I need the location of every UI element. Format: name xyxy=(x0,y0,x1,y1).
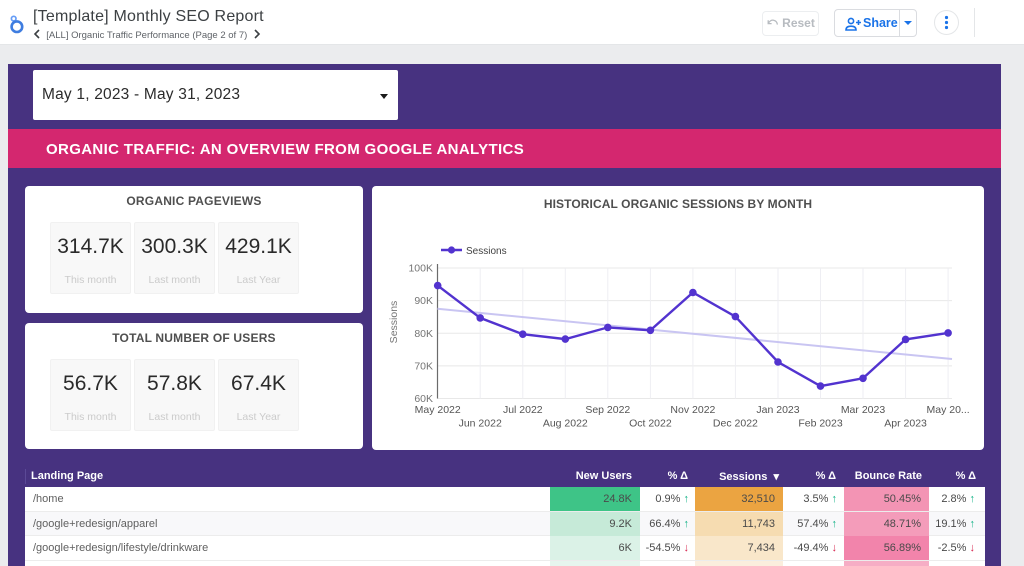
svg-text:Aug 2022: Aug 2022 xyxy=(543,418,588,430)
svg-text:Sep 2022: Sep 2022 xyxy=(585,404,630,416)
svg-text:100K: 100K xyxy=(408,263,433,275)
svg-text:Jul 2022: Jul 2022 xyxy=(503,404,543,416)
svg-text:Apr 2023: Apr 2023 xyxy=(884,418,927,430)
svg-text:May 2022: May 2022 xyxy=(415,404,461,416)
svg-text:Nov 2022: Nov 2022 xyxy=(670,404,715,416)
svg-text:70K: 70K xyxy=(414,360,433,372)
svg-text:90K: 90K xyxy=(414,295,433,307)
svg-text:Sessions: Sessions xyxy=(388,301,400,344)
svg-text:HISTORICAL ORGANIC SESSIONS BY: HISTORICAL ORGANIC SESSIONS BY MONTH xyxy=(544,197,812,211)
svg-text:Mar 2023: Mar 2023 xyxy=(841,404,886,416)
svg-text:Sessions: Sessions xyxy=(466,246,507,257)
svg-text:Oct 2022: Oct 2022 xyxy=(629,418,672,430)
svg-text:80K: 80K xyxy=(414,328,433,340)
svg-text:Feb 2023: Feb 2023 xyxy=(798,418,843,430)
svg-text:May 20...: May 20... xyxy=(927,404,970,416)
svg-text:Dec 2022: Dec 2022 xyxy=(713,418,758,430)
svg-text:Jan 2023: Jan 2023 xyxy=(756,404,799,416)
svg-text:60K: 60K xyxy=(414,393,433,405)
svg-text:Jun 2022: Jun 2022 xyxy=(459,418,502,430)
